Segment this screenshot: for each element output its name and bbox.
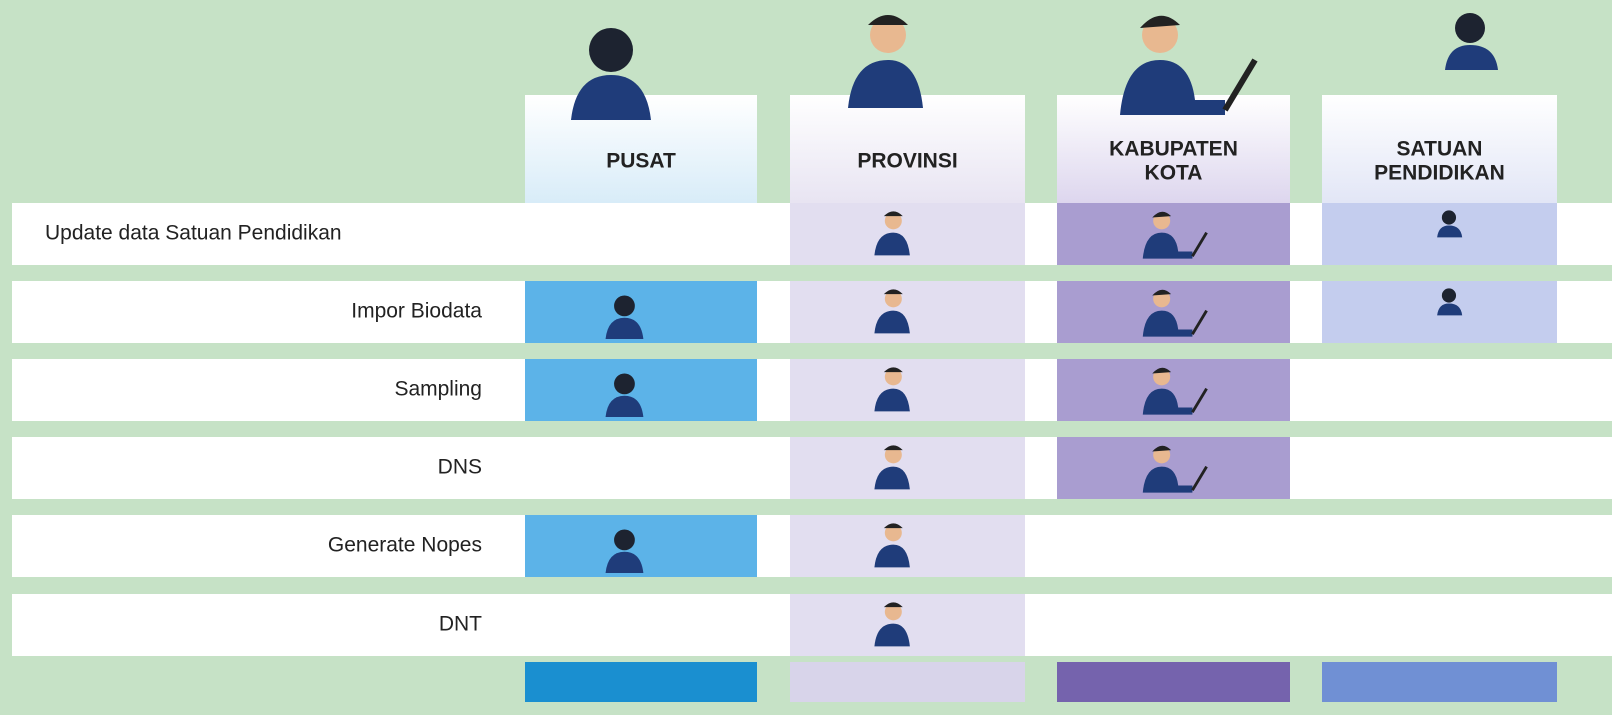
header-box [1322,95,1557,203]
row-label: Generate Nopes [328,534,482,557]
column-header: KOTA [1145,162,1203,185]
bar [1057,662,1290,702]
bottom-bars [525,662,1557,702]
icon [1445,13,1498,70]
cell [790,594,1025,656]
bar [525,662,757,702]
column-header: PENDIDIKAN [1374,162,1505,185]
cell [790,515,1025,577]
column-header: PROVINSI [857,150,957,173]
bar [790,662,1025,702]
row-label: Update data Satuan Pendidikan [45,222,342,245]
cell [790,437,1025,499]
row-label: DNT [439,613,482,636]
icon [571,28,651,120]
row-label: Impor Biodata [351,300,482,323]
cell [790,281,1025,343]
column-header: PUSAT [606,150,676,173]
cell [790,203,1025,265]
bar [1322,662,1557,702]
header-box [790,95,1025,203]
icon [848,15,923,108]
column-header: SATUAN [1397,138,1483,161]
row-label: DNS [438,456,482,479]
cell [790,359,1025,421]
row-label: Sampling [394,378,482,401]
column-headers [525,13,1557,203]
column-header: KABUPATEN [1109,138,1238,161]
